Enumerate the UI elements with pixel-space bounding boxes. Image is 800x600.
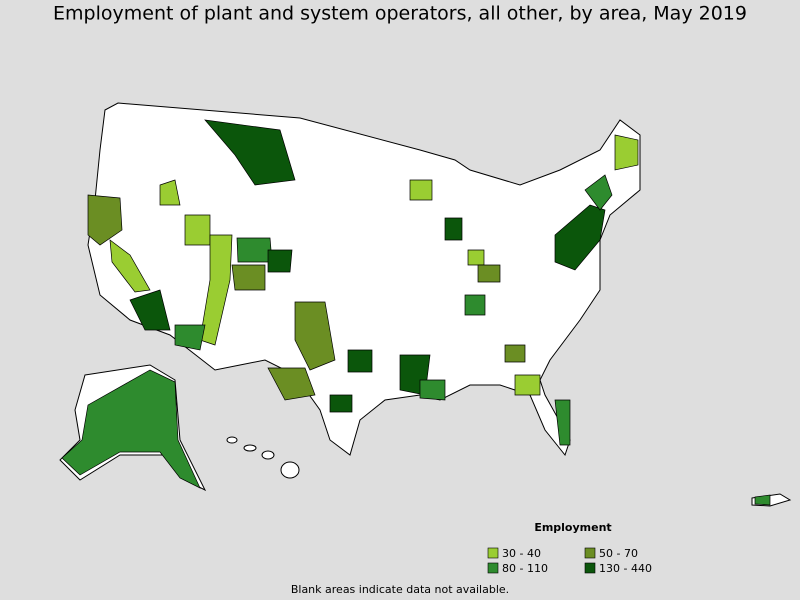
area — [584, 174, 613, 211]
legend-swatch — [487, 547, 499, 559]
legend-swatch — [487, 562, 499, 574]
area — [231, 264, 266, 291]
legend-label: 130 - 440 — [599, 562, 652, 575]
legend-title: Employment — [534, 521, 611, 534]
area — [87, 194, 123, 246]
legend-label: 50 - 70 — [599, 547, 638, 560]
legend-swatch — [584, 547, 596, 559]
area — [267, 367, 316, 401]
area — [129, 289, 171, 331]
area — [329, 394, 353, 413]
area — [464, 294, 486, 316]
area — [347, 349, 373, 373]
area — [419, 379, 446, 401]
legend: Employment 30 - 40 50 - 70 80 - 110 130 - 4… — [487, 521, 652, 575]
area — [174, 324, 206, 351]
legend-label: 80 - 110 — [502, 562, 548, 575]
map — [59, 102, 792, 507]
area — [554, 399, 571, 446]
area — [754, 494, 771, 506]
island — [280, 461, 300, 479]
hawaii — [226, 436, 300, 479]
footnote: Blank areas indicate data not available. — [291, 583, 509, 596]
map-title: Employment of plant and system operators… — [53, 3, 747, 25]
legend-swatch — [584, 562, 596, 574]
area — [199, 234, 233, 346]
area — [109, 239, 151, 293]
island — [243, 444, 257, 452]
area — [267, 249, 293, 273]
area — [204, 119, 296, 186]
area — [514, 374, 541, 396]
area — [477, 264, 501, 283]
area — [554, 204, 606, 271]
area — [184, 214, 211, 246]
area — [236, 237, 273, 263]
area — [614, 134, 639, 171]
island — [261, 450, 275, 460]
area — [159, 179, 181, 206]
area — [467, 249, 485, 266]
legend-label: 30 - 40 — [502, 547, 541, 560]
area — [409, 179, 433, 201]
area — [61, 369, 201, 489]
island — [226, 436, 238, 444]
area — [444, 217, 463, 241]
area — [294, 301, 336, 371]
area — [504, 344, 526, 363]
